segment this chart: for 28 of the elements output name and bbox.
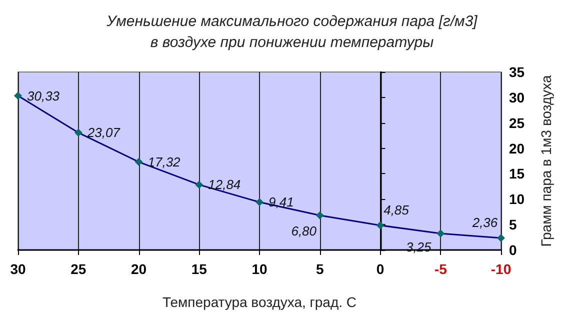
data-label: 4,85 (384, 202, 410, 218)
y-tick-label: 30 (509, 89, 525, 106)
x-tick-label: 25 (70, 261, 86, 277)
x-tick-label: 20 (130, 261, 147, 277)
data-label: 23,07 (86, 125, 121, 140)
x-tick-label: 15 (191, 261, 208, 277)
x-axis-title: Температура воздуха, град. С (162, 294, 357, 310)
data-label: 12,84 (208, 177, 241, 192)
y-tick-label: 10 (509, 191, 525, 208)
y-tick-label: 0 (509, 242, 517, 258)
x-tick-label: 0 (376, 261, 384, 277)
y-axis-title: Грамм пара в 1м3 воздуха (538, 75, 554, 247)
data-label: 2,36 (471, 215, 498, 230)
y-tick-label: 20 (509, 140, 525, 156)
x-tick-label: 10 (252, 261, 268, 277)
y-tick-label: 35 (509, 64, 525, 80)
y-tick-label: 15 (509, 166, 525, 182)
y-tick-label: 5 (509, 216, 517, 233)
x-tick-label: -10 (490, 261, 512, 277)
chart-title: Уменьшение максимального содержания пара [г/м3] в воздухе при понижении температуры (106, 13, 478, 51)
data-label: 6,80 (291, 223, 318, 238)
data-label: 9,41 (268, 194, 294, 210)
data-label: 17,32 (148, 154, 182, 170)
y-tick-label: 25 (509, 114, 525, 131)
x-tick-label: 5 (316, 261, 324, 277)
x-tick-label: 30 (10, 261, 26, 277)
x-tick-label: -5 (434, 261, 448, 277)
data-label: 30,33 (27, 88, 60, 104)
